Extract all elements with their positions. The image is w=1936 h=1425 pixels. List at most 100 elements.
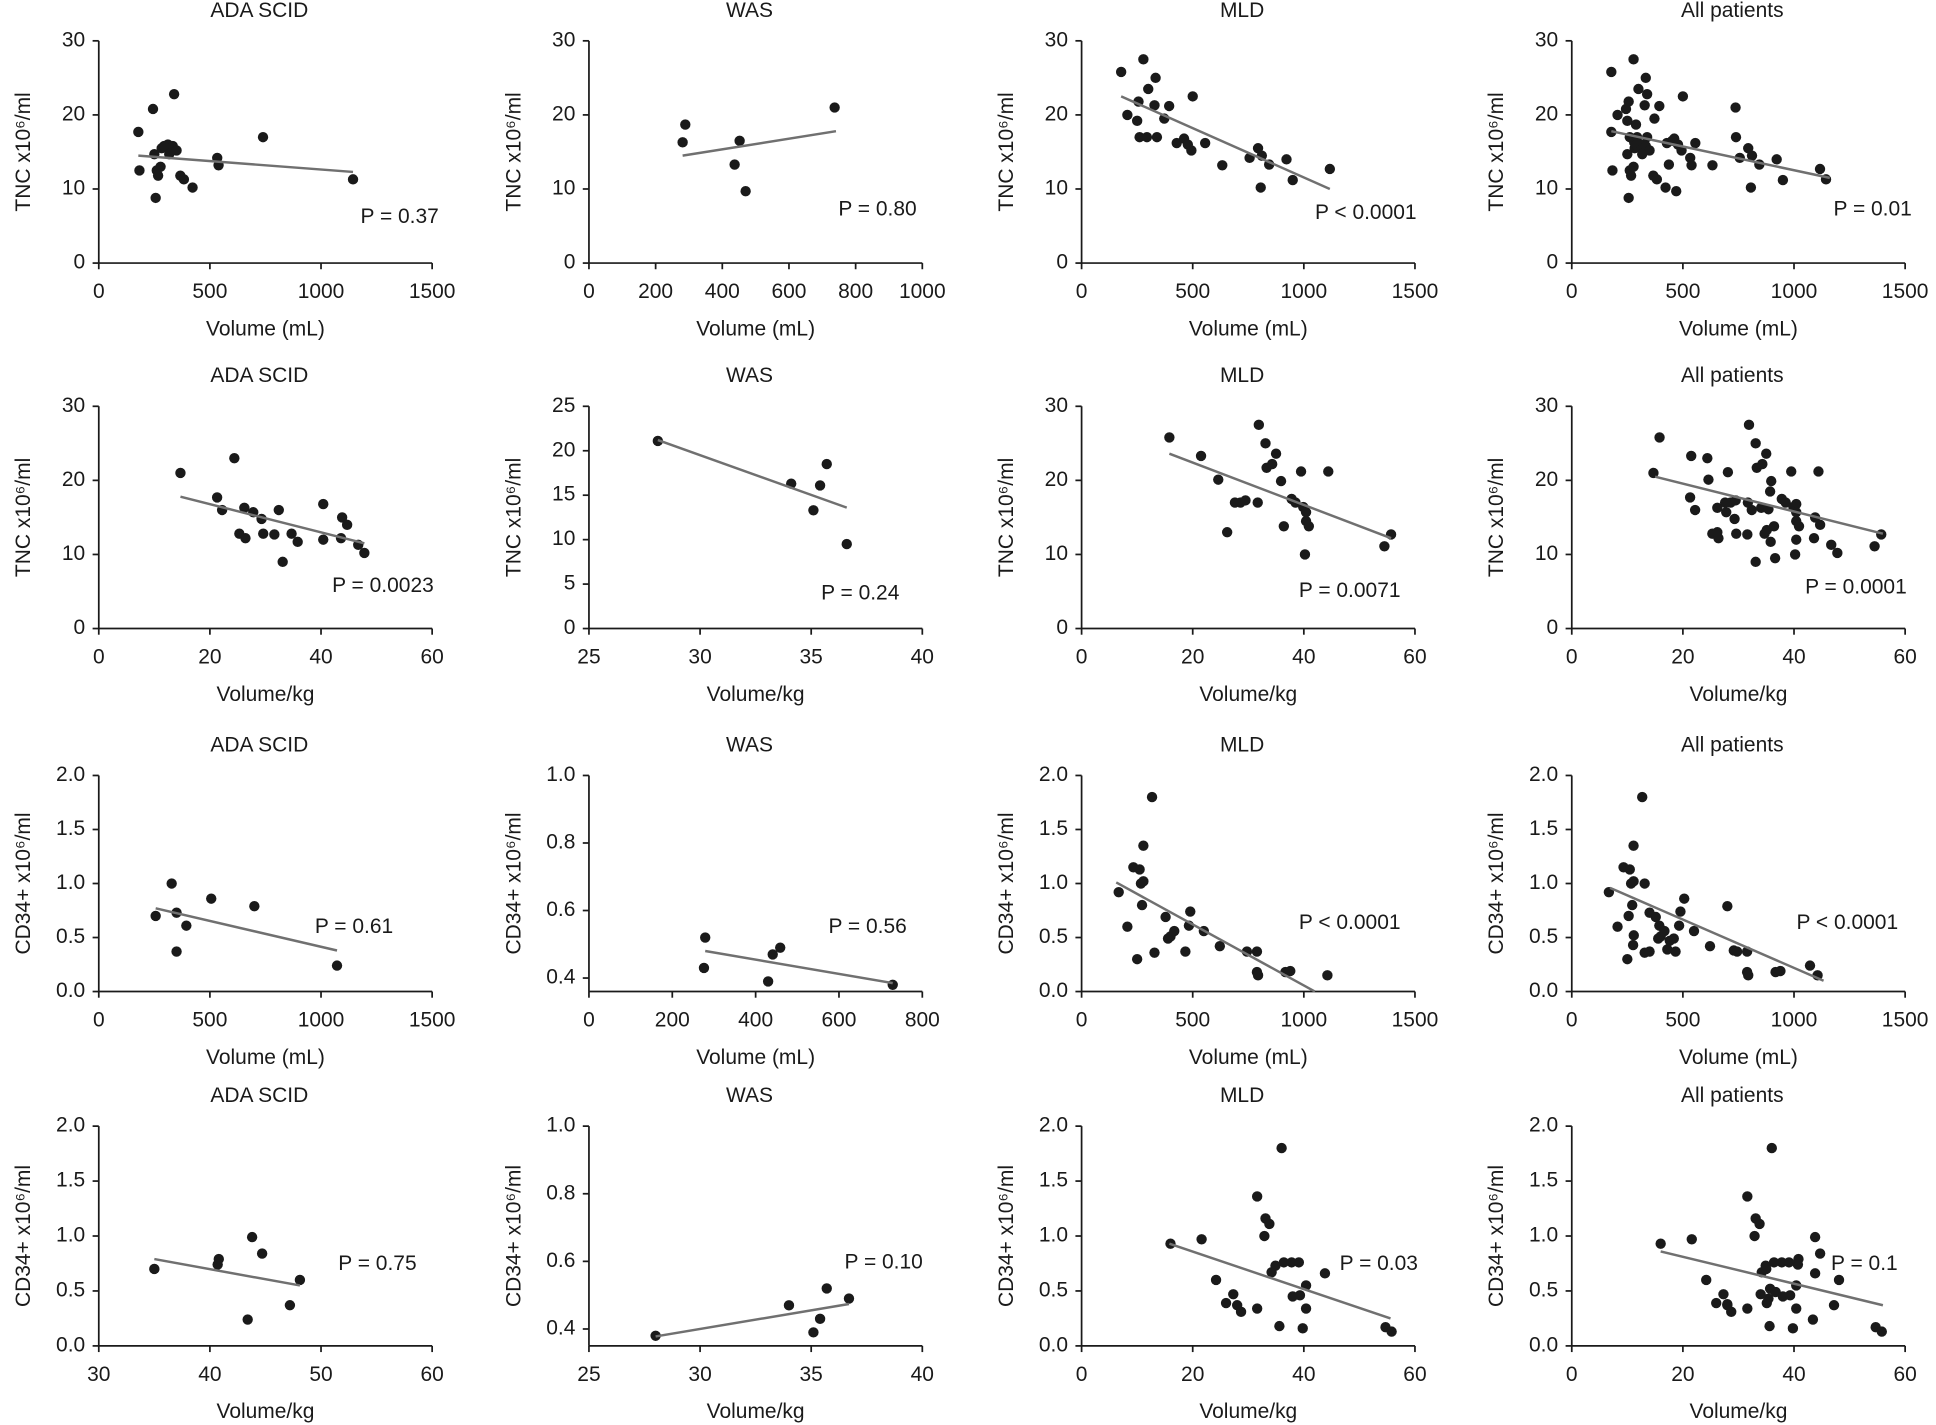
point bbox=[1160, 911, 1171, 923]
trend-line bbox=[1611, 129, 1831, 180]
y-tick-label: 20 bbox=[1535, 102, 1558, 125]
x-tick-label: 60 bbox=[1403, 1363, 1426, 1386]
panel-title: ADA SCID bbox=[210, 1084, 308, 1107]
p-value: P = 0.24 bbox=[821, 582, 900, 605]
point bbox=[1743, 419, 1755, 431]
point bbox=[1783, 1257, 1795, 1268]
y-tick-label: 30 bbox=[62, 394, 85, 417]
point bbox=[1784, 1290, 1796, 1301]
y-tick-label: 1.0 bbox=[1529, 871, 1558, 894]
point bbox=[1671, 186, 1682, 197]
point bbox=[829, 102, 840, 113]
point bbox=[1628, 876, 1639, 887]
point bbox=[1122, 109, 1133, 121]
trend-line bbox=[1654, 475, 1884, 535]
point bbox=[1654, 432, 1665, 443]
point bbox=[1675, 906, 1686, 917]
y-tick-label: 0.0 bbox=[1039, 1333, 1068, 1356]
point bbox=[1786, 466, 1797, 477]
y-tick-label: 2.0 bbox=[1039, 1114, 1068, 1137]
panel-title: All patients bbox=[1681, 0, 1784, 22]
point bbox=[1627, 939, 1639, 951]
point bbox=[249, 901, 260, 912]
point bbox=[175, 467, 186, 479]
point bbox=[359, 547, 370, 559]
x-tick-label: 1500 bbox=[1882, 280, 1929, 303]
point bbox=[808, 505, 819, 516]
y-tick-label: 15 bbox=[552, 483, 575, 506]
point bbox=[1755, 1289, 1766, 1300]
point bbox=[680, 119, 691, 130]
point bbox=[821, 458, 832, 470]
y-axis-label: TNC x10⁶/ml bbox=[12, 92, 35, 211]
y-tick-label: 10 bbox=[552, 177, 575, 200]
x-tick-label: 40 bbox=[309, 646, 332, 669]
point bbox=[1761, 448, 1772, 459]
point bbox=[1639, 947, 1650, 958]
point bbox=[318, 534, 329, 545]
x-tick-label: 0 bbox=[1566, 280, 1578, 303]
x-tick-label: 1000 bbox=[1281, 1009, 1328, 1032]
panel-title: MLD bbox=[1220, 733, 1264, 756]
point bbox=[1651, 174, 1663, 185]
point bbox=[1278, 1257, 1290, 1268]
trend-line bbox=[682, 129, 837, 157]
point bbox=[1131, 115, 1143, 127]
panel-title: MLD bbox=[1220, 0, 1264, 22]
x-tick-label: 200 bbox=[638, 280, 673, 303]
point bbox=[1777, 174, 1789, 186]
point bbox=[166, 878, 177, 889]
p-value: P = 0.10 bbox=[845, 1251, 923, 1274]
point bbox=[1260, 438, 1271, 449]
y-tick-label: 0 bbox=[74, 251, 86, 274]
y-tick-label: 25 bbox=[552, 394, 575, 417]
x-tick-label: 40 bbox=[1782, 1363, 1805, 1386]
p-value: P = 0.1 bbox=[1831, 1252, 1898, 1275]
point bbox=[1297, 1323, 1308, 1334]
y-tick-label: 10 bbox=[1535, 542, 1558, 565]
point bbox=[1607, 165, 1618, 176]
point bbox=[1210, 1274, 1222, 1286]
x-axis-label: Volume (mL) bbox=[696, 317, 815, 340]
x-tick-label: 500 bbox=[1665, 280, 1700, 303]
panel-title: WAS bbox=[726, 1084, 773, 1107]
p-value: P = 0.03 bbox=[1340, 1252, 1418, 1275]
point bbox=[1281, 154, 1292, 165]
point bbox=[1630, 119, 1642, 130]
x-tick-label: 500 bbox=[192, 280, 227, 303]
point bbox=[1252, 497, 1263, 508]
point bbox=[151, 165, 162, 176]
x-tick-label: 0 bbox=[1566, 1363, 1578, 1386]
x-tick-label: 500 bbox=[1175, 1009, 1210, 1032]
point bbox=[1628, 930, 1639, 941]
y-tick-label: 20 bbox=[1535, 468, 1558, 491]
point bbox=[1828, 1300, 1840, 1311]
point bbox=[1809, 1231, 1821, 1243]
point bbox=[1730, 102, 1741, 113]
point bbox=[1814, 1248, 1826, 1259]
trend-line bbox=[154, 1257, 301, 1287]
point bbox=[1213, 474, 1224, 485]
trend-line bbox=[657, 438, 848, 509]
point bbox=[1789, 549, 1801, 560]
point bbox=[1718, 1289, 1729, 1300]
point bbox=[1660, 182, 1671, 193]
y-tick-label: 0 bbox=[564, 616, 576, 639]
point bbox=[767, 949, 778, 960]
point bbox=[1791, 534, 1802, 545]
x-tick-label: 800 bbox=[905, 1009, 940, 1032]
p-value: P = 0.0001 bbox=[1805, 575, 1907, 598]
point bbox=[1763, 1293, 1774, 1304]
point bbox=[1386, 1326, 1397, 1337]
x-tick-label: 1500 bbox=[1392, 1009, 1439, 1032]
y-axis-label: CD34+ x10⁶/ml bbox=[1485, 1165, 1508, 1307]
point bbox=[1141, 131, 1153, 143]
point bbox=[1217, 160, 1228, 171]
p-value: P = 0.0071 bbox=[1299, 579, 1401, 602]
point bbox=[1701, 1274, 1712, 1286]
y-tick-label: 1.5 bbox=[1039, 817, 1068, 840]
point bbox=[1766, 475, 1777, 487]
x-tick-label: 0 bbox=[1076, 280, 1088, 303]
panel: All patients Volume (mL) TNC x10⁶/ml 0 10 20 3… bbox=[1485, 0, 1928, 340]
point bbox=[1622, 148, 1633, 160]
